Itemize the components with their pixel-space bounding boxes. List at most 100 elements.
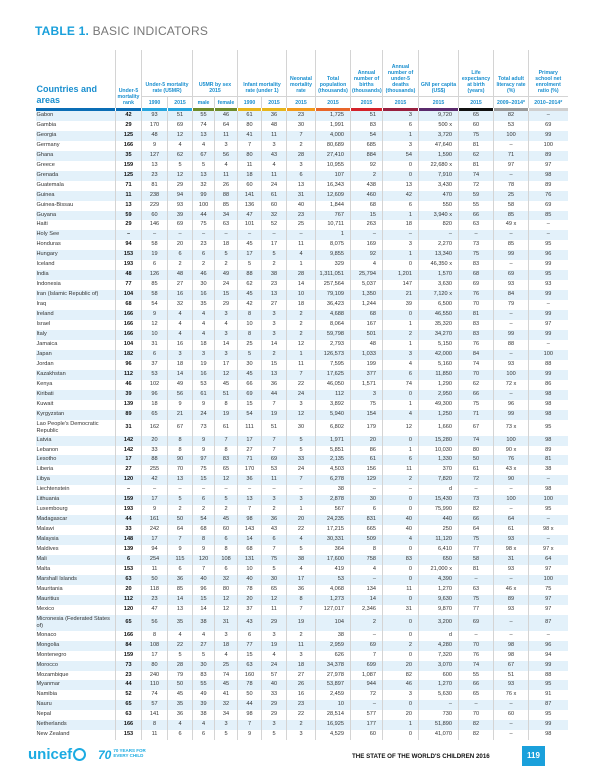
value-cell: 34,378 — [315, 660, 351, 671]
value-cell: 98 — [493, 640, 529, 651]
value-cell: 46 — [382, 680, 419, 691]
value-cell: – — [382, 230, 419, 241]
value-cell: 13 — [237, 495, 262, 506]
value-cell: 66 — [458, 515, 494, 526]
value-cell: 3 — [192, 349, 215, 360]
value-cell: 53 — [192, 379, 215, 390]
table-row: Liechtenstein – – – – – – – –38– – d – –98 — [36, 485, 568, 496]
country-name: Iceland — [36, 261, 55, 268]
country-name: Greece — [36, 161, 55, 168]
value-cell: 38 — [261, 270, 287, 281]
page-number: 119 — [522, 746, 545, 766]
value-cell: 6 — [166, 250, 193, 261]
rank-cell: 65 — [115, 700, 142, 711]
country-name: Marshall Islands — [35, 574, 116, 585]
value-cell: 14 — [166, 594, 193, 605]
country-name: Liechtenstein — [36, 486, 70, 493]
value-cell: 69 — [166, 220, 193, 231]
value-cell: 8 — [286, 594, 316, 605]
value-cell: 77 — [458, 545, 494, 555]
value-cell: 57 — [141, 700, 168, 711]
value-cell: 1,844 — [315, 200, 351, 211]
header-gni: GNI per capita (US$) — [418, 50, 459, 97]
value-cell: 1,570 — [418, 270, 459, 281]
value-cell: – — [493, 170, 529, 181]
value-cell: 5,160 — [418, 359, 459, 370]
table-row: Germany 166 9 4 4 3 7 3 2 80,689 685 3 47,640 81–100 — [36, 140, 568, 151]
value-cell: 6 — [237, 630, 262, 641]
value-cell: 0 — [382, 389, 419, 400]
value-cell: 43 — [261, 150, 287, 161]
value-cell: 15 — [214, 290, 238, 301]
value-cell: 1,350 — [350, 290, 383, 301]
value-cell: 11 — [237, 160, 262, 171]
value-cell: 85 — [493, 210, 529, 221]
value-cell: 42 — [237, 300, 262, 311]
value-cell: 98 — [528, 409, 568, 420]
table-row: Nauru 65 57 35 39 32 44 29 23 10–0– – –87 — [35, 700, 568, 711]
value-cell: 29 — [261, 614, 287, 631]
value-cell: – — [237, 485, 262, 496]
value-cell: 26 — [214, 180, 238, 191]
value-cell: 9 — [166, 399, 193, 410]
value-cell: 51 — [214, 389, 238, 400]
rank-cell: 125 — [115, 170, 142, 181]
rank-cell: 159 — [115, 650, 142, 661]
value-cell: 32 — [214, 700, 238, 711]
value-cell: 42 — [382, 190, 419, 201]
value-cell: 85 — [166, 584, 193, 595]
table-row: Kiribati 39 96 56 61 51 69 44 24 112 3 0 2,950 66–98 — [35, 389, 568, 400]
rank-cell: 159 — [115, 495, 142, 506]
value-cell: 53 — [141, 369, 168, 380]
value-cell: 257,564 — [315, 280, 351, 291]
value-cell: 7,320 — [418, 650, 459, 661]
table-row: Micronesia (Federated States of) 65 56 35 38… — [35, 614, 568, 631]
country-name: New Zealand — [36, 731, 70, 738]
value-cell: 2 — [261, 349, 287, 360]
value-cell: 12 — [286, 409, 316, 420]
value-cell: 4,503 — [315, 465, 351, 476]
country-name: Grenada — [35, 170, 116, 181]
value-cell: 3,720 — [418, 130, 459, 141]
value-cell: 7,120 x — [418, 290, 459, 301]
rank-cell: 63 — [115, 574, 142, 585]
value-cell: 5 — [192, 650, 215, 661]
rank-cell: 44 — [115, 680, 142, 691]
value-cell: 25 — [286, 220, 316, 231]
value-cell: 57 — [261, 670, 287, 681]
value-cell: 100 — [528, 140, 568, 151]
value-cell: 53 — [261, 465, 287, 476]
value-cell: 73 — [458, 240, 494, 251]
value-cell: 12 — [382, 419, 419, 436]
value-cell: 4 — [192, 720, 215, 731]
value-cell: 48 — [261, 120, 287, 131]
value-cell: 61 — [261, 190, 287, 201]
value-cell: 2 — [214, 505, 238, 516]
value-cell: 16 — [192, 369, 215, 380]
value-cell: 69 — [528, 200, 568, 211]
value-cell: 20 — [141, 435, 168, 446]
value-cell: 5 — [237, 349, 262, 360]
value-cell: 15,280 — [418, 435, 459, 446]
value-cell: 7 — [166, 535, 193, 546]
value-cell: 944 — [350, 680, 383, 691]
value-cell: 7 — [237, 140, 262, 151]
rank-cell: 48 — [115, 270, 142, 281]
value-cell: 13 — [141, 160, 168, 171]
value-cell: 89 — [528, 445, 568, 456]
value-cell: 0 — [382, 574, 419, 585]
value-cell: 27 — [192, 640, 215, 651]
value-cell: 12 — [166, 130, 193, 141]
value-cell: 90 x — [493, 445, 529, 456]
value-cell: 99 — [528, 660, 568, 671]
value-cell: 80,689 — [315, 140, 351, 151]
value-cell: 93 — [166, 200, 193, 211]
value-cell: 229 — [141, 200, 168, 211]
value-cell: 80 — [237, 150, 262, 161]
rank-cell: – — [115, 485, 142, 496]
value-cell: 93 — [493, 564, 529, 575]
country-name: Ireland — [35, 310, 116, 321]
table-row: Mongolia 84 108 22 27 18 77 19 11 2,959 69 2 4,280 70… — [35, 640, 568, 651]
value-cell: 33 — [141, 445, 168, 456]
value-cell: 0 — [382, 310, 419, 321]
